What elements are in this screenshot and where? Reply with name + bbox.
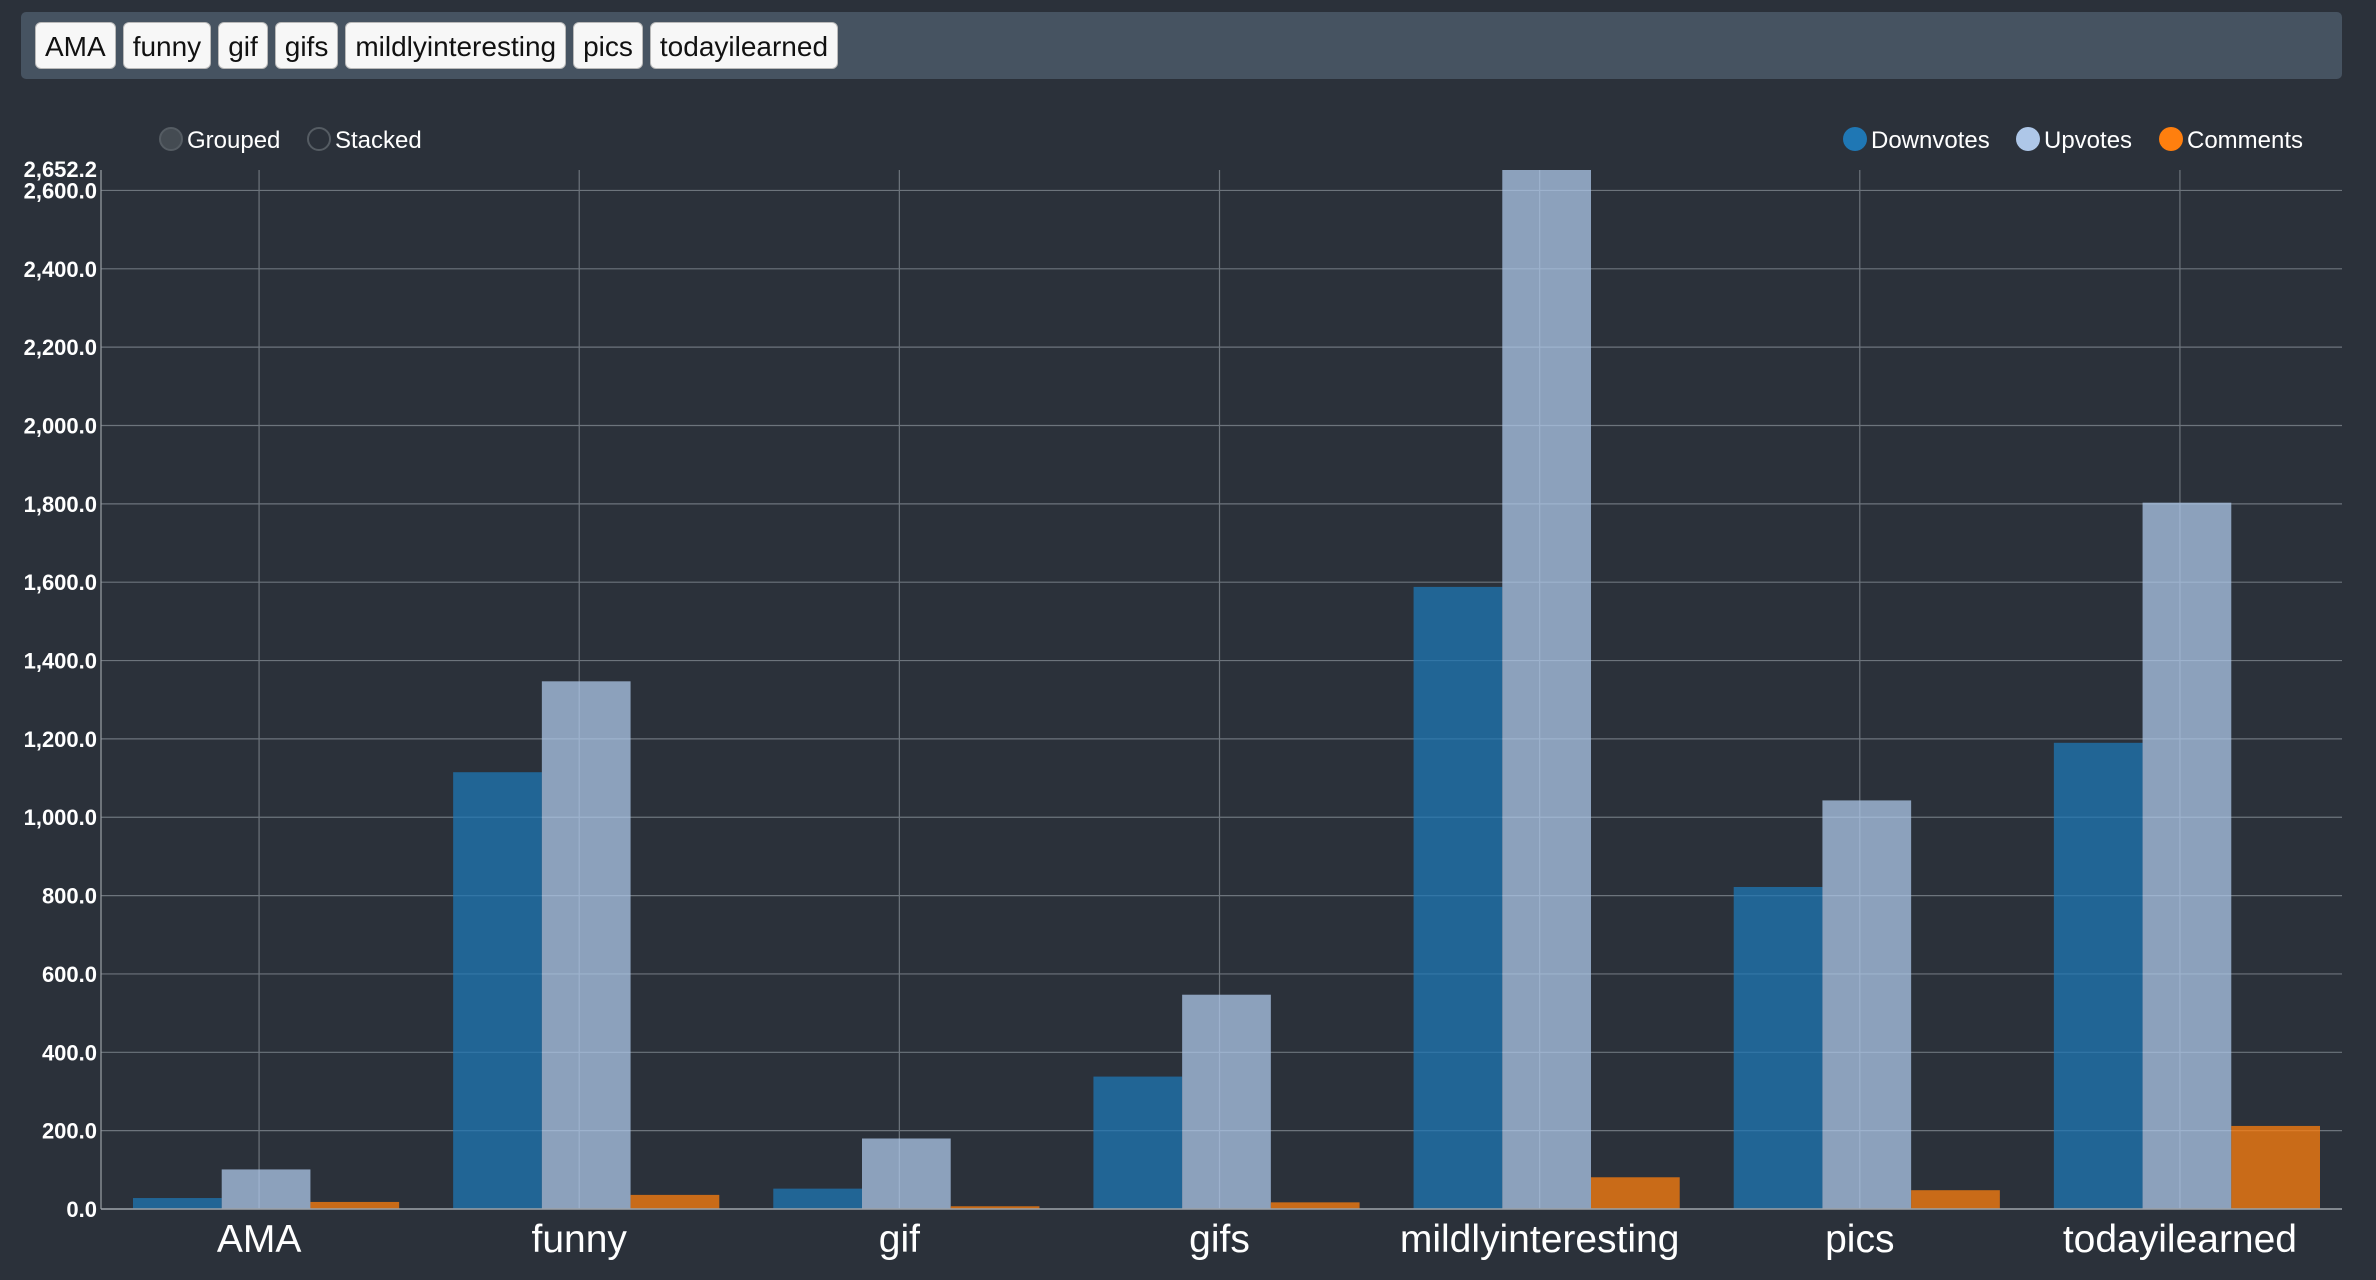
- tag-ama[interactable]: AMA: [35, 22, 116, 69]
- y-tick-label: 1,800.0: [24, 492, 97, 517]
- x-tick-label-pics: pics: [1825, 1218, 1894, 1261]
- bar-downvotes-funny[interactable]: [453, 772, 542, 1209]
- x-tick-label-todayilearned: todayilearned: [2063, 1218, 2297, 1261]
- mode-controls: Grouped Stacked: [159, 127, 422, 154]
- tag-gifs[interactable]: gifs: [274, 22, 339, 69]
- y-tick-label: 1,000.0: [24, 805, 97, 830]
- mode-label-stacked: Stacked: [335, 127, 422, 154]
- bar-upvotes-gif[interactable]: [862, 1138, 951, 1209]
- mode-option-stacked[interactable]: Stacked: [307, 127, 422, 154]
- legend-item-upvotes[interactable]: Upvotes: [2016, 127, 2132, 154]
- y-max-label: 2,652.2: [24, 157, 97, 182]
- bars: [133, 170, 2320, 1209]
- x-tick-label-gif: gif: [879, 1218, 920, 1261]
- legend-swatch: [2159, 127, 2183, 151]
- tag-funny[interactable]: funny: [122, 22, 212, 69]
- legend: Downvotes Upvotes Comments: [1843, 127, 2303, 154]
- bar-upvotes-funny[interactable]: [541, 681, 631, 1209]
- x-tick-label-mildlyinteresting: mildlyinteresting: [1400, 1218, 1680, 1261]
- bar-downvotes-gif[interactable]: [773, 1188, 862, 1209]
- bar-upvotes-gifs[interactable]: [1182, 994, 1271, 1209]
- radio-stacked[interactable]: [307, 127, 331, 151]
- legend-label: Upvotes: [2044, 127, 2132, 154]
- bar-comments-pics[interactable]: [1911, 1190, 2000, 1209]
- y-tick-label: 1,600.0: [24, 570, 97, 595]
- legend-item-downvotes[interactable]: Downvotes: [1843, 127, 1990, 154]
- tag-pics[interactable]: pics: [573, 22, 643, 69]
- mode-label-grouped: Grouped: [187, 127, 280, 154]
- bar-upvotes-mildlyinteresting[interactable]: [1502, 170, 1591, 1209]
- y-tick-label: 0.0: [66, 1197, 97, 1222]
- tag-mildlyinteresting[interactable]: mildlyinteresting: [345, 22, 567, 69]
- y-tick-label: 600.0: [42, 962, 97, 987]
- x-tick-label-funny: funny: [532, 1218, 628, 1261]
- bar-upvotes-pics[interactable]: [1822, 800, 1912, 1209]
- bar-downvotes-pics[interactable]: [1733, 886, 1823, 1209]
- bar-comments-todayilearned[interactable]: [2231, 1125, 2320, 1209]
- x-tick-label-ama: AMA: [217, 1218, 302, 1261]
- bar-comments-gifs[interactable]: [1270, 1202, 1360, 1209]
- y-tick-label: 200.0: [42, 1119, 97, 1144]
- axes: 0.0 200.0 400.0 600.0 800.0 1,000.0 1,200.0 1,4…: [24, 157, 2342, 1261]
- bar-upvotes-todayilearned[interactable]: [2142, 502, 2232, 1209]
- bar-downvotes-gifs[interactable]: [1093, 1076, 1183, 1209]
- bar-downvotes-ama[interactable]: [133, 1198, 222, 1209]
- legend-swatch: [2016, 127, 2040, 151]
- mode-option-grouped[interactable]: Grouped: [159, 127, 280, 154]
- y-tick-label: 1,200.0: [24, 727, 97, 752]
- y-tick-label: 2,600.0: [24, 178, 97, 203]
- bar-upvotes-ama[interactable]: [221, 1169, 311, 1209]
- legend-swatch: [1843, 127, 1867, 151]
- radio-grouped[interactable]: [159, 127, 183, 151]
- legend-label: Downvotes: [1871, 127, 1990, 154]
- y-tick-label: 800.0: [42, 884, 97, 909]
- y-tick-label: 2,400.0: [24, 257, 97, 282]
- bar-comments-ama[interactable]: [310, 1201, 400, 1209]
- y-tick-label: 2,200.0: [24, 335, 97, 360]
- subreddit-toolbar: AMA funny gif gifs mildlyinteresting pics toda…: [21, 12, 2342, 79]
- bar-comments-mildlyinteresting[interactable]: [1591, 1177, 1680, 1209]
- legend-label: Comments: [2187, 127, 2303, 154]
- x-tick-label-gifs: gifs: [1189, 1218, 1250, 1261]
- y-tick-label: 2,000.0: [24, 413, 97, 438]
- y-tick-label: 1,400.0: [24, 649, 97, 674]
- tag-gif[interactable]: gif: [218, 22, 268, 69]
- bar-downvotes-mildlyinteresting[interactable]: [1413, 586, 1503, 1209]
- bar-comments-gif[interactable]: [950, 1206, 1040, 1209]
- legend-item-comments[interactable]: Comments: [2159, 127, 2303, 154]
- y-tick-label: 400.0: [42, 1040, 97, 1065]
- bar-comments-funny[interactable]: [630, 1194, 720, 1209]
- tag-todayilearned[interactable]: todayilearned: [649, 22, 839, 69]
- bar-downvotes-todayilearned[interactable]: [2053, 742, 2143, 1209]
